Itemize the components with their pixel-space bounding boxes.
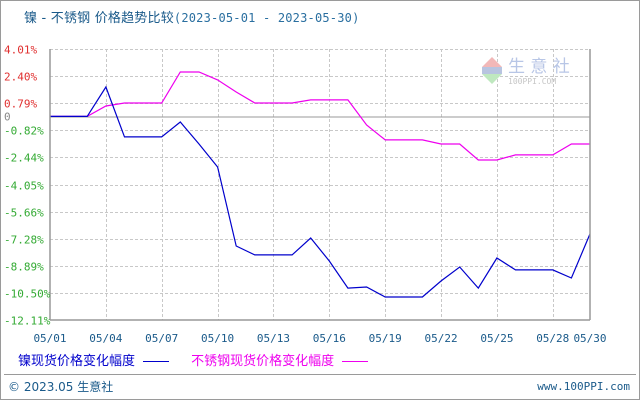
legend-swatch-nickel xyxy=(143,361,170,362)
y-tick-label: 4.01% xyxy=(4,44,37,57)
logo-arrow-icon xyxy=(482,74,502,84)
chart-title-range: (2023-05-01 - 2023-05-30) xyxy=(173,11,360,25)
y-tick-label: 0 xyxy=(4,111,11,124)
grid-lines xyxy=(50,49,590,320)
x-tick-label: 05/22 xyxy=(424,332,457,345)
nickel-series-line xyxy=(50,85,591,298)
x-tick-label: 05/10 xyxy=(201,332,234,345)
logo-roof-icon xyxy=(482,57,502,67)
x-tick-label: 05/07 xyxy=(145,332,178,345)
watermark-brand: 生 意 社 xyxy=(508,57,570,77)
footer-copyright: © 2023.05 生意社 xyxy=(8,380,114,394)
chart-title-main: 镍 - 不锈钢 价格趋势比较 xyxy=(24,11,174,26)
x-tick-label: 05/28 xyxy=(536,332,569,345)
footer-site-link[interactable]: www.100PPI.com xyxy=(537,380,630,393)
x-tick-label: 05/25 xyxy=(480,332,513,345)
x-tick-label: 05/01 xyxy=(33,332,66,345)
legend-item-stainless: 不锈钢现货价格变化幅度 xyxy=(191,350,369,369)
y-tick-label: -5.66% xyxy=(4,207,44,220)
x-tick-labels: 05/01 05/04 05/07 05/10 05/13 05/16 05/19 05/22… xyxy=(33,332,606,345)
legend: 镍现货价格变化幅度 不锈钢现货价格变化幅度 xyxy=(18,350,386,369)
stainless-series-line xyxy=(50,71,590,161)
y-tick-label: -8.89% xyxy=(4,261,44,274)
x-tick-label: 05/04 xyxy=(89,332,122,345)
footer-divider xyxy=(4,374,636,375)
y-tick-label: 0.79% xyxy=(4,98,37,111)
y-tick-label: -2.44% xyxy=(4,152,44,165)
legend-label-nickel: 镍现货价格变化幅度 xyxy=(18,354,136,369)
y-tick-label: -7.28% xyxy=(4,234,44,247)
y-tick-label: -10.50% xyxy=(4,288,51,301)
y-tick-label: 2.40% xyxy=(4,71,37,84)
x-tick-label: 05/16 xyxy=(313,332,346,345)
watermark-logo: 生 意 社 100PPI.COM xyxy=(482,57,570,86)
legend-swatch-stainless xyxy=(342,361,369,362)
x-tick-label: 05/13 xyxy=(257,332,290,345)
y-tick-label: -4.05% xyxy=(4,180,44,193)
x-tick-label: 05/19 xyxy=(369,332,402,345)
logo-box-icon xyxy=(482,67,502,74)
watermark-domain: 100PPI.COM xyxy=(508,77,556,86)
y-tick-labels: 4.01% 2.40% 0.79%0-0.82% -2.44% -4.05% -5.66%… xyxy=(4,44,51,328)
x-tick-label: 05/30 xyxy=(573,332,606,345)
legend-label-stainless: 不锈钢现货价格变化幅度 xyxy=(191,354,335,369)
y-tick-label: -0.82% xyxy=(4,125,44,138)
legend-item-nickel: 镍现货价格变化幅度 xyxy=(18,350,170,369)
y-tick-label: -12.11% xyxy=(4,315,51,328)
chart-title: 镍 - 不锈钢 价格趋势比较(2023-05-01 - 2023-05-30) xyxy=(24,7,360,26)
